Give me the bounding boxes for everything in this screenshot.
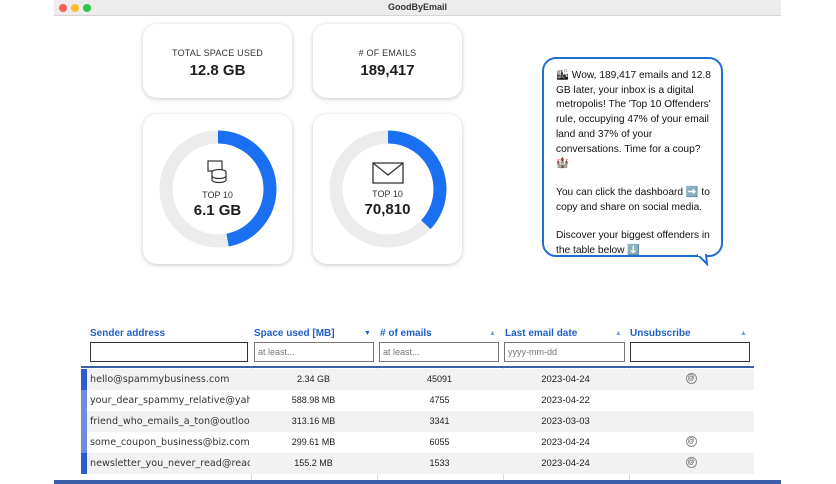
col-header-date[interactable]: Last email date	[505, 328, 578, 339]
emails-cell: 4755	[429, 395, 450, 405]
emails-cell: 3341	[429, 416, 450, 426]
envelope-icon	[371, 162, 404, 184]
space-cell: 155.2 MB	[294, 458, 333, 468]
bubble-tail	[697, 254, 709, 266]
title-bar: GoodByEmail	[54, 0, 781, 16]
unsubscribe-icon[interactable]: @	[685, 372, 697, 384]
storage-donut	[159, 130, 277, 248]
sort-desc-icon[interactable]: ▼	[364, 330, 371, 337]
col-header-sender[interactable]: Sender address	[90, 328, 166, 339]
close-window-button[interactable]	[59, 4, 67, 12]
row-marker	[81, 432, 87, 453]
table-row[interactable]: some_coupon_business@biz.com 299.61 MB 6…	[81, 432, 754, 453]
unsubscribe-cell	[630, 390, 752, 411]
header-divider	[81, 366, 754, 368]
row-marker	[81, 411, 87, 432]
app-window: GoodByEmail TOTAL SPACE USED 12.8 GB # O…	[54, 0, 781, 484]
date-cell: 2023-03-03	[541, 416, 590, 427]
top10-storage-card[interactable]: TOP 10 6.1 GB	[143, 114, 292, 264]
row-marker	[81, 453, 87, 474]
row-marker	[81, 390, 87, 411]
emails-donut	[329, 130, 447, 248]
emails-cell: 1533	[429, 458, 450, 468]
date-filter-input[interactable]	[504, 342, 625, 362]
sender-filter-input[interactable]	[90, 342, 248, 362]
sender-cell: hello@spammybusiness.com	[90, 374, 230, 385]
space-filter-input[interactable]	[254, 342, 374, 362]
unsubscribe-cell: @	[630, 453, 752, 474]
share-hint-text: You can click the dashboard ➡️ to copy a…	[556, 186, 710, 213]
total-space-label: TOTAL SPACE USED	[172, 48, 263, 58]
col-header-emails[interactable]: # of emails	[380, 328, 432, 339]
database-icon	[206, 160, 227, 184]
col-header-unsubscribe[interactable]: Unsubscribe	[630, 328, 691, 339]
sort-asc-icon[interactable]: ▲	[740, 330, 747, 337]
sort-asc-icon[interactable]: ▲	[615, 330, 622, 337]
table-row[interactable]: hello@spammybusiness.com 2.34 GB 45091 2…	[81, 369, 754, 390]
email-count-value: 189,417	[360, 62, 415, 79]
unsubscribe-cell: @	[630, 432, 752, 453]
space-cell: 313.16 MB	[291, 416, 336, 426]
date-cell: 2023-04-24	[541, 437, 590, 448]
window-bottom-edge	[54, 480, 781, 484]
row-marker	[81, 369, 87, 390]
sender-cell: your_dear_spammy_relative@yah	[90, 395, 250, 406]
total-space-value: 12.8 GB	[189, 62, 246, 79]
top10-emails-card[interactable]: TOP 10 70,810	[313, 114, 462, 264]
col-header-space[interactable]: Space used [MB]	[254, 328, 335, 339]
storage-ring-label: TOP 10	[202, 190, 233, 200]
space-cell: 2.34 GB	[296, 374, 331, 384]
email-count-card[interactable]: # OF EMAILS 189,417	[313, 24, 462, 98]
emails-filter-input[interactable]	[379, 342, 499, 362]
unsubscribe-cell: @	[630, 369, 752, 390]
total-space-card[interactable]: TOTAL SPACE USED 12.8 GB	[143, 24, 292, 98]
table-row[interactable]: your_dear_spammy_relative@yah 588.98 MB …	[81, 390, 754, 411]
table-row[interactable]: friend_who_emails_a_ton@outloo 313.16 MB…	[81, 411, 754, 432]
emails-cell: 45091	[426, 374, 453, 384]
date-cell: 2023-04-22	[541, 395, 590, 406]
unsubscribe-filter-input[interactable]	[630, 342, 750, 362]
unsubscribe-icon[interactable]: @	[685, 435, 697, 447]
insight-speech-bubble: 🏙 Wow, 189,417 emails and 12.8 GB later,…	[542, 57, 723, 257]
unsubscribe-cell	[630, 411, 752, 432]
window-title: GoodByEmail	[387, 2, 447, 12]
date-cell: 2023-04-24	[541, 458, 590, 469]
sort-asc-icon[interactable]: ▲	[489, 330, 496, 337]
email-count-label: # OF EMAILS	[358, 48, 417, 58]
emails-cell: 6055	[429, 437, 450, 447]
space-cell: 588.98 MB	[291, 395, 336, 405]
minimize-window-button[interactable]	[71, 4, 79, 12]
sender-cell: some_coupon_business@biz.com	[90, 437, 250, 448]
insight-text: 🏙 Wow, 189,417 emails and 12.8 GB later,…	[556, 70, 711, 170]
sender-cell: friend_who_emails_a_ton@outloo	[90, 416, 250, 427]
date-cell: 2023-04-24	[541, 374, 590, 385]
table-row[interactable]: newsletter_you_never_read@read 155.2 MB …	[81, 453, 754, 474]
sender-cell: newsletter_you_never_read@read	[90, 458, 250, 469]
emails-ring-value: 70,810	[364, 201, 411, 218]
unsubscribe-icon[interactable]: @	[685, 456, 697, 468]
storage-ring-value: 6.1 GB	[193, 202, 242, 219]
space-cell: 299.61 MB	[291, 437, 336, 447]
emails-ring-label: TOP 10	[372, 189, 403, 199]
maximize-window-button[interactable]	[83, 4, 91, 12]
table-hint-text: Discover your biggest offenders in the t…	[556, 230, 710, 257]
